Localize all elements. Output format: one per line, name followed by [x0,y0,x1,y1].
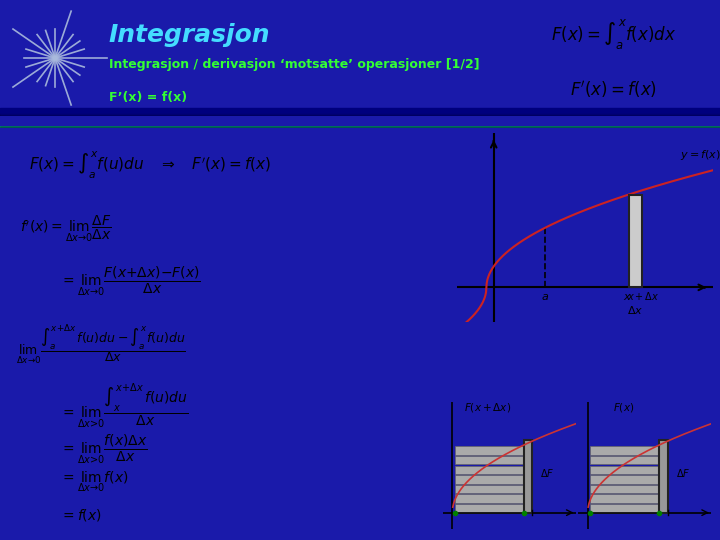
Text: $x$: $x$ [623,292,632,302]
Bar [0,112,720,116]
Bar [590,504,659,512]
Bar [0,111,720,116]
Text: $y=f(x)$: $y=f(x)$ [680,148,720,162]
Bar [629,194,642,287]
Bar [0,127,720,128]
Bar [590,485,659,494]
Bar [0,111,720,114]
Text: $F(x)=\int_a^x f(u)du$$\quad\Rightarrow\quad$$F'(x)=f(x)$: $F(x)=\int_a^x f(u)du$$\quad\Rightarrow\… [29,150,271,181]
Bar [0,111,720,115]
Bar [0,110,720,114]
Bar [0,109,720,113]
Text: $=\lim_{\Delta x>0}\dfrac{f(x)\Delta x}{\Delta x}$: $=\lim_{\Delta x>0}\dfrac{f(x)\Delta x}{… [60,433,148,466]
Bar [455,446,523,455]
Bar [0,110,720,114]
Bar [0,109,720,113]
Bar [0,127,720,128]
Bar [455,485,523,494]
Bar [0,127,720,128]
Bar [0,111,720,115]
Bar [0,112,720,116]
Bar [0,110,720,114]
Text: $a$: $a$ [541,292,549,302]
Bar [0,112,720,116]
Bar [0,110,720,113]
Text: F’(x) = f(x): F’(x) = f(x) [109,91,187,104]
Bar [0,111,720,114]
Bar [0,111,720,115]
Bar [455,495,523,503]
Bar [0,110,720,113]
Bar [590,475,659,484]
Bar [0,109,720,113]
Bar [0,127,720,128]
Bar [0,112,720,116]
Bar [0,110,720,114]
Bar [0,109,720,113]
Text: $=f(x)$: $=f(x)$ [60,507,102,523]
Text: $=\lim_{\Delta x\to 0}\dfrac{F(x+\Delta x)-F(x)}{\Delta x}$: $=\lim_{\Delta x\to 0}\dfrac{F(x+\Delta … [60,265,201,299]
Text: $=\lim_{\Delta x\to 0}f(x)$: $=\lim_{\Delta x\to 0}f(x)$ [60,470,128,495]
Bar [0,110,720,114]
Bar [659,440,667,512]
Bar [0,127,720,128]
Bar [590,495,659,503]
Bar [0,127,720,128]
Text: $\Delta x$: $\Delta x$ [627,304,644,316]
Bar [0,109,720,112]
Bar [0,111,720,114]
Bar [0,112,720,116]
Bar [0,112,720,116]
Bar [455,465,523,474]
Bar [0,111,720,115]
Text: $F(x)=\int_a^x f(x)dx$: $F(x)=\int_a^x f(x)dx$ [551,17,677,51]
Text: Integrasjon: Integrasjon [109,23,271,47]
Bar [0,110,720,113]
Text: $F'(x)=f(x)$: $F'(x)=f(x)$ [570,78,657,99]
Text: $\Delta F$: $\Delta F$ [675,467,690,478]
Bar [0,109,720,113]
Bar [455,456,523,464]
Text: Integrasjon / derivasjon ‘motsatte’ operasjoner [1/2]: Integrasjon / derivasjon ‘motsatte’ oper… [109,58,480,71]
Bar [455,475,523,484]
Bar [0,127,720,128]
Bar [0,127,720,128]
Bar [0,109,720,112]
Bar [590,465,659,474]
Text: $\lim_{\Delta x\to 0}\dfrac{\int_a^{x+\Delta x}f(u)du-\int_a^{x}f(u)du}{\Delta x: $\lim_{\Delta x\to 0}\dfrac{\int_a^{x+\D… [16,322,186,366]
Bar [590,446,659,455]
Text: $F(x+\Delta x)$: $F(x+\Delta x)$ [464,401,512,414]
Text: $F(x)$: $F(x)$ [613,401,634,414]
Bar [590,456,659,464]
Bar [0,110,720,113]
Text: $x+\Delta x$: $x+\Delta x$ [627,290,660,302]
Bar [455,504,523,512]
Bar [0,127,720,128]
Bar [0,127,720,128]
Text: $\Delta F$: $\Delta F$ [540,467,554,478]
Text: $f'(x)=\lim_{\Delta x\to 0}\dfrac{\Delta F}{\Delta x}$: $f'(x)=\lim_{\Delta x\to 0}\dfrac{\Delta… [20,214,112,245]
Bar [523,440,532,512]
Text: $=\lim_{\Delta x>0}\dfrac{\int_x^{x+\Delta x}f(u)du}{\Delta x}$: $=\lim_{\Delta x>0}\dfrac{\int_x^{x+\Del… [60,382,189,431]
